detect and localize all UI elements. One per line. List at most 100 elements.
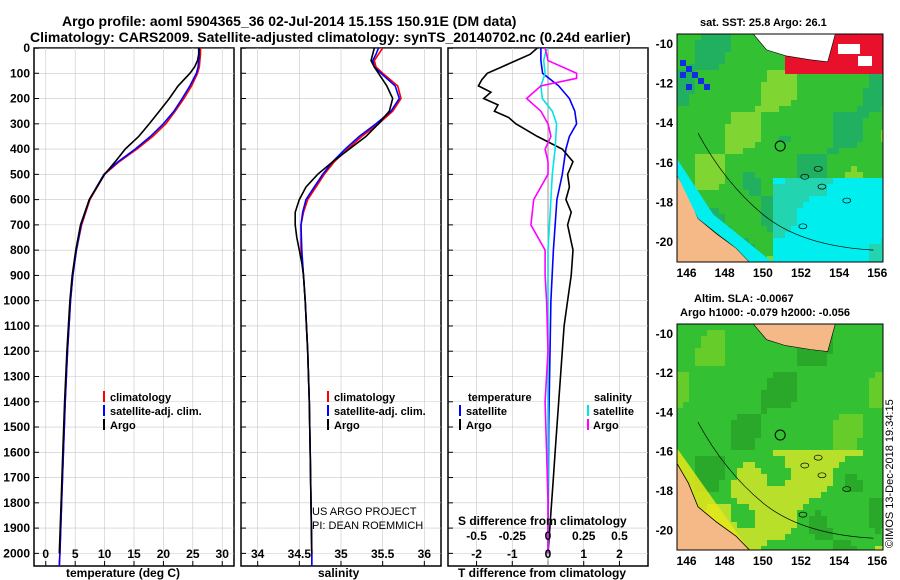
bathymetry-contour xyxy=(697,422,874,539)
map-cell xyxy=(803,348,809,354)
map-cell xyxy=(839,540,845,546)
map-cell xyxy=(737,534,743,540)
map-cell xyxy=(839,226,845,232)
map-cell xyxy=(839,546,845,550)
map-cell xyxy=(719,52,725,58)
reef-outline xyxy=(798,223,808,230)
map-cell xyxy=(881,498,883,504)
map-cell xyxy=(719,46,725,52)
map-cell xyxy=(767,226,773,232)
map-cell xyxy=(809,480,815,486)
map-cell xyxy=(677,378,683,384)
map-cell xyxy=(821,166,827,172)
map-cell xyxy=(845,172,851,178)
map-cell xyxy=(809,250,815,256)
map-cell xyxy=(863,202,869,208)
map-cell xyxy=(827,534,833,540)
x-tick-label: 35 xyxy=(334,547,348,561)
map-cell xyxy=(875,202,881,208)
map-cell xyxy=(743,142,749,148)
cold-cell xyxy=(680,60,686,66)
map-cell xyxy=(779,238,785,244)
map-cell xyxy=(863,220,869,226)
map-cell xyxy=(881,202,883,208)
map-cell xyxy=(809,456,815,462)
bathymetry-contour xyxy=(697,132,874,251)
map-cell xyxy=(743,136,749,142)
map-cell xyxy=(755,546,761,550)
map-cell xyxy=(869,94,875,100)
map-cell xyxy=(845,450,851,456)
map-cell xyxy=(767,534,773,540)
map-cell xyxy=(731,486,737,492)
title-line-1: Argo profile: aoml 5904365_36 02-Jul-201… xyxy=(62,13,516,29)
map-cell xyxy=(815,220,821,226)
map-cell xyxy=(785,492,791,498)
map-cell xyxy=(839,456,845,462)
map-cell xyxy=(809,256,815,262)
map-cell xyxy=(839,196,845,202)
map-cell xyxy=(713,474,719,480)
map-cell xyxy=(869,88,875,94)
map-cell xyxy=(725,516,731,522)
map-cell xyxy=(791,486,797,492)
map-cell xyxy=(881,250,883,256)
map-cell xyxy=(731,438,737,444)
map-cell xyxy=(797,232,803,238)
t-legend-swatch-satellite xyxy=(459,405,461,416)
map-cell xyxy=(779,378,785,384)
map-cell xyxy=(791,522,797,528)
map-cell xyxy=(881,196,883,202)
map-cell xyxy=(869,504,875,510)
map-cell xyxy=(851,226,857,232)
legend-swatch-climatology xyxy=(327,391,329,402)
map-cell xyxy=(791,396,797,402)
map-cell xyxy=(869,82,875,88)
map-cell xyxy=(695,166,701,172)
map-cell xyxy=(785,202,791,208)
temperature-x-label: temperature (deg C) xyxy=(66,566,180,580)
map-cell xyxy=(773,396,779,402)
map-cell xyxy=(809,154,815,160)
map-cell xyxy=(821,354,827,360)
map-cell xyxy=(791,450,797,456)
map-cell xyxy=(767,402,773,408)
map-cell xyxy=(869,510,875,516)
map-cell xyxy=(803,196,809,202)
map-cell xyxy=(869,238,875,244)
map-cell xyxy=(845,136,851,142)
map-cell xyxy=(881,396,883,402)
map-cell xyxy=(785,390,791,396)
map-cell xyxy=(773,492,779,498)
map-cell xyxy=(827,196,833,202)
map-cell xyxy=(881,94,883,100)
map-cell xyxy=(791,76,797,82)
map-cell xyxy=(875,256,881,262)
map-cell xyxy=(797,492,803,498)
map-cell xyxy=(701,166,707,172)
map-cell xyxy=(863,106,869,112)
map-cell xyxy=(839,118,845,124)
legend-label-argo: Argo xyxy=(334,420,360,432)
map-cell xyxy=(755,432,761,438)
map-cell xyxy=(773,516,779,522)
map-cell xyxy=(785,220,791,226)
map-cell xyxy=(857,414,863,420)
map-cell xyxy=(791,384,797,390)
map-cell xyxy=(773,220,779,226)
profile-location-marker xyxy=(774,429,786,441)
map-cell xyxy=(773,202,779,208)
map-cell xyxy=(881,378,883,384)
cold-cell xyxy=(686,66,692,72)
map-cell xyxy=(749,118,755,124)
map-cell xyxy=(761,408,767,414)
map-cell xyxy=(749,486,755,492)
map-cell xyxy=(809,178,815,184)
map-cell xyxy=(761,480,767,486)
map-cell xyxy=(785,244,791,250)
map-cell xyxy=(827,474,833,480)
map-cell xyxy=(803,160,809,166)
map-cell xyxy=(869,244,875,250)
map-cell xyxy=(797,202,803,208)
map-cell xyxy=(803,474,809,480)
